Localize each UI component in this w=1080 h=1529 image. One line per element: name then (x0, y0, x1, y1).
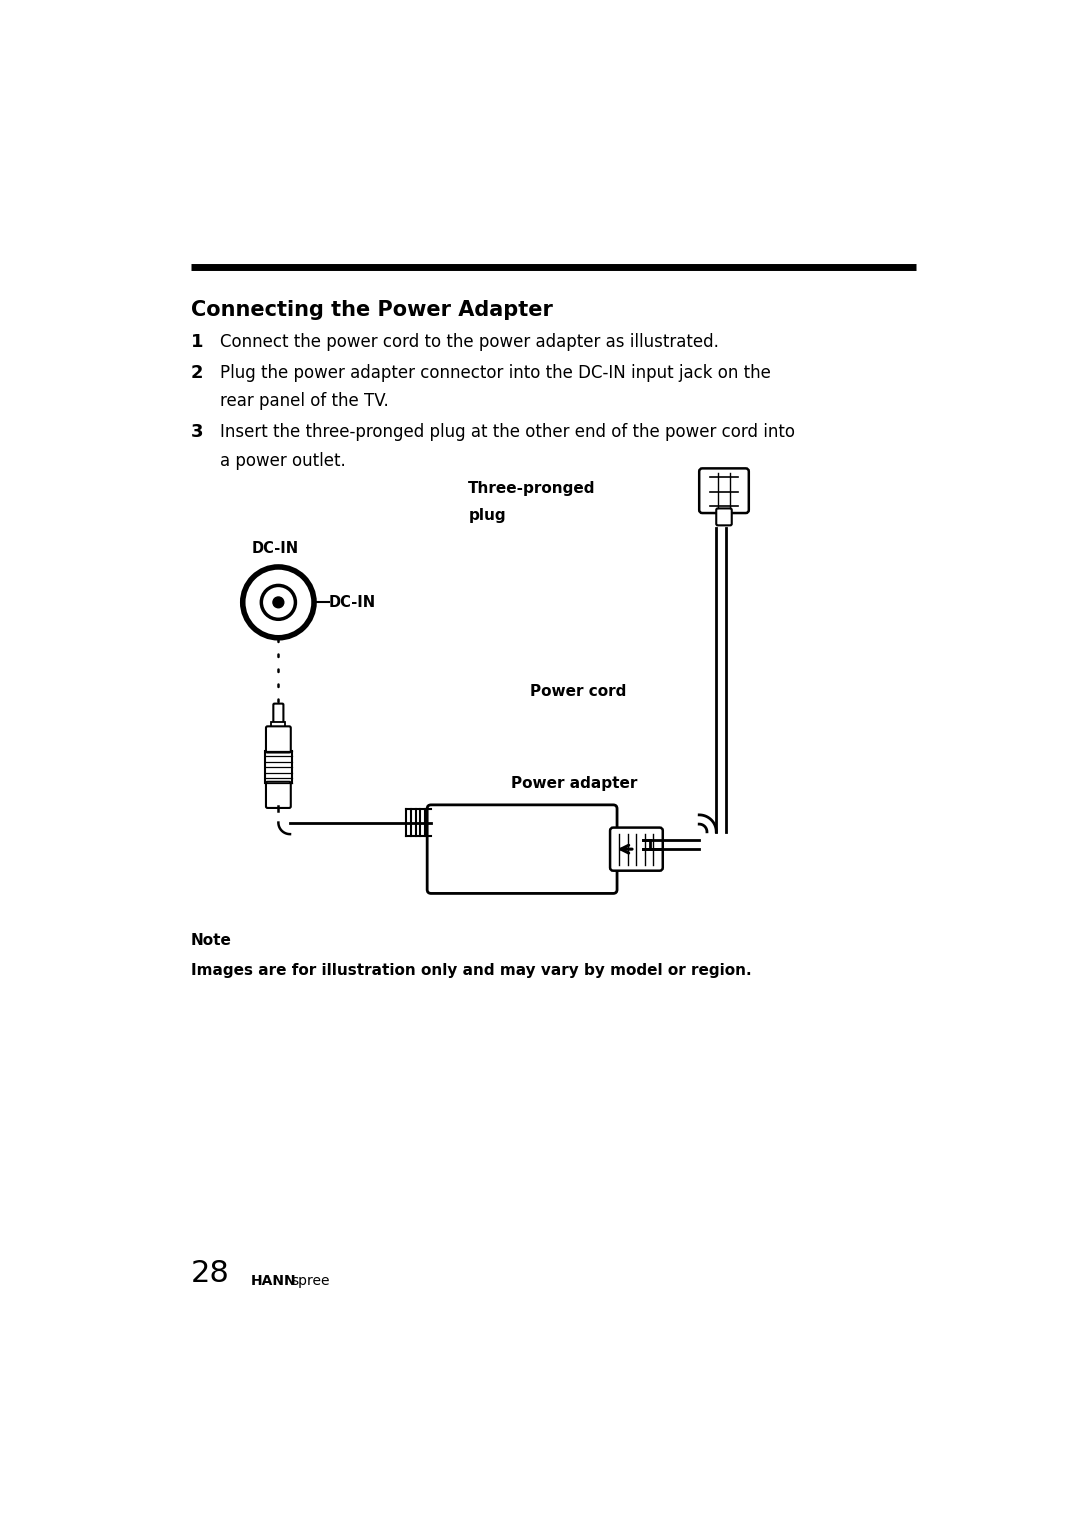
Text: DC-IN: DC-IN (328, 595, 376, 610)
Text: Plug the power adapter connector into the DC-IN input jack on the: Plug the power adapter connector into th… (220, 364, 771, 382)
Text: plug: plug (469, 508, 505, 523)
Text: a power outlet.: a power outlet. (220, 453, 346, 471)
Text: 1: 1 (191, 333, 203, 350)
Text: Images are for illustration only and may vary by model or region.: Images are for illustration only and may… (191, 963, 752, 977)
FancyBboxPatch shape (266, 726, 291, 752)
Text: 3: 3 (191, 424, 203, 440)
Text: Note: Note (191, 934, 232, 948)
FancyBboxPatch shape (716, 509, 732, 526)
Text: 2: 2 (191, 364, 203, 382)
Text: Power adapter: Power adapter (511, 777, 637, 790)
Circle shape (261, 586, 296, 619)
Circle shape (243, 567, 314, 638)
FancyBboxPatch shape (699, 468, 748, 514)
FancyBboxPatch shape (428, 804, 617, 893)
Text: Connect the power cord to the power adapter as illustrated.: Connect the power cord to the power adap… (220, 333, 719, 350)
FancyBboxPatch shape (610, 827, 663, 870)
Text: Three-pronged: Three-pronged (469, 482, 596, 497)
Text: HANN: HANN (252, 1274, 297, 1287)
FancyBboxPatch shape (266, 781, 291, 807)
FancyBboxPatch shape (273, 703, 283, 723)
Bar (271, 722, 285, 728)
Text: DC-IN: DC-IN (252, 541, 298, 557)
Circle shape (273, 596, 284, 607)
Text: Insert the three-pronged plug at the other end of the power cord into: Insert the three-pronged plug at the oth… (220, 424, 795, 440)
Text: Power cord: Power cord (530, 683, 626, 699)
Text: spree: spree (292, 1274, 330, 1287)
Text: 28: 28 (191, 1258, 230, 1287)
Text: Connecting the Power Adapter: Connecting the Power Adapter (191, 300, 553, 320)
Text: rear panel of the TV.: rear panel of the TV. (220, 391, 389, 410)
